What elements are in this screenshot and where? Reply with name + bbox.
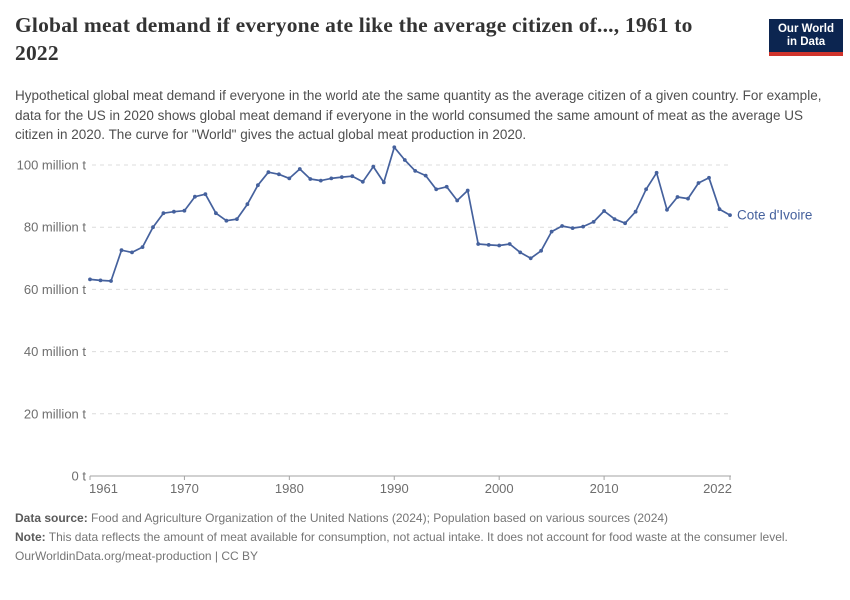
data-point [602, 209, 606, 213]
data-source-line: Data source: Food and Agriculture Organi… [15, 509, 835, 528]
data-point [277, 172, 281, 177]
data-point [308, 177, 313, 181]
data-point [413, 169, 418, 173]
y-axis-tick-label: 60 million t [24, 282, 87, 297]
data-point [570, 226, 575, 230]
data-point [214, 211, 218, 216]
data-point [675, 195, 680, 199]
data-point [297, 167, 302, 171]
data-point [256, 183, 260, 188]
chart-subtitle: Hypothetical global meat demand if every… [15, 88, 822, 142]
data-point [476, 242, 481, 246]
data-point [266, 170, 271, 175]
data-point [130, 250, 134, 255]
data-point [119, 248, 124, 253]
data-point [371, 164, 376, 169]
owid-logo: Our World in Data [769, 19, 843, 56]
chart-footer: Data source: Food and Agriculture Organi… [15, 509, 835, 566]
data-point [193, 194, 197, 199]
y-axis-tick-label: 40 million t [24, 344, 87, 359]
data-point [486, 243, 491, 247]
note-label: Note: [15, 529, 46, 544]
data-source-text: Food and Agriculture Organization of the… [87, 511, 669, 525]
data-point [434, 187, 439, 192]
data-point [507, 242, 512, 246]
data-point [581, 224, 585, 229]
data-point [381, 180, 386, 185]
data-point [644, 187, 648, 192]
data-point [518, 250, 523, 255]
data-point [224, 218, 229, 223]
data-point [161, 211, 166, 216]
data-point [287, 176, 292, 181]
data-point [560, 224, 564, 228]
entity-label[interactable]: Cote d'Ivoire [737, 208, 812, 223]
data-point [140, 245, 145, 249]
data-point [728, 213, 732, 217]
data-point [245, 202, 250, 207]
citation-line: OurWorldinData.org/meat-production | CC … [15, 549, 258, 563]
note-text: This data reflects the amount of meat av… [45, 529, 788, 544]
data-point [329, 176, 334, 181]
data-point [591, 220, 596, 224]
chart-area: 0 t 20 million t 40 million t 60 million t 8… [0, 140, 850, 505]
data-point [402, 158, 407, 162]
data-point [423, 173, 428, 178]
data-point [109, 279, 113, 283]
chart-canvas: 0 t 20 million t 40 million t 60 million t 8… [17, 145, 812, 496]
data-point [612, 217, 617, 221]
data-point [182, 208, 187, 213]
x-axis-tick-label: 1970 [170, 481, 199, 496]
data-point [318, 178, 323, 183]
data-point [444, 184, 449, 189]
x-axis-tick-label: 2000 [485, 481, 514, 496]
data-point [339, 175, 344, 179]
owid-logo-line2: in Data [786, 36, 826, 48]
data-source-label: Data source: [15, 511, 88, 525]
y-axis-tick-label: 20 million t [24, 406, 87, 421]
x-axis-tick-label: 1961 [89, 481, 118, 496]
data-point [707, 175, 711, 180]
data-point [88, 277, 92, 282]
data-point [528, 256, 533, 261]
data-point [360, 179, 365, 184]
data-point [235, 217, 239, 221]
data-point [623, 221, 627, 226]
data-point [98, 278, 103, 283]
data-point [392, 145, 397, 150]
data-point [633, 209, 638, 214]
data-point [539, 248, 543, 253]
data-point [497, 243, 502, 248]
data-point [350, 174, 355, 179]
note-line: Note: This data reflects the amount of m… [15, 528, 835, 547]
x-axis-tick-label: 2022 [703, 481, 732, 496]
data-point [455, 198, 460, 203]
x-axis-tick-label: 1980 [275, 481, 304, 496]
data-point [151, 225, 155, 230]
y-axis-tick-label: 0 t [72, 469, 87, 484]
owid-logo-line1: Our World [777, 23, 834, 35]
data-point [686, 196, 690, 201]
chart-title: Global meat demand if everyone ate like … [15, 13, 693, 65]
data-line [89, 146, 731, 282]
data-point [717, 207, 722, 212]
data-point [465, 188, 470, 193]
data-point [172, 209, 176, 214]
data-point [665, 207, 669, 212]
data-point [549, 229, 554, 234]
x-axis-tick-label: 2010 [590, 481, 619, 496]
data-point [654, 170, 659, 175]
y-axis-tick-label: 100 million t [17, 158, 87, 173]
y-axis-tick-label: 80 million t [24, 220, 87, 235]
data-point [696, 181, 701, 185]
data-point [203, 192, 208, 197]
x-axis-tick-label: 1990 [380, 481, 409, 496]
